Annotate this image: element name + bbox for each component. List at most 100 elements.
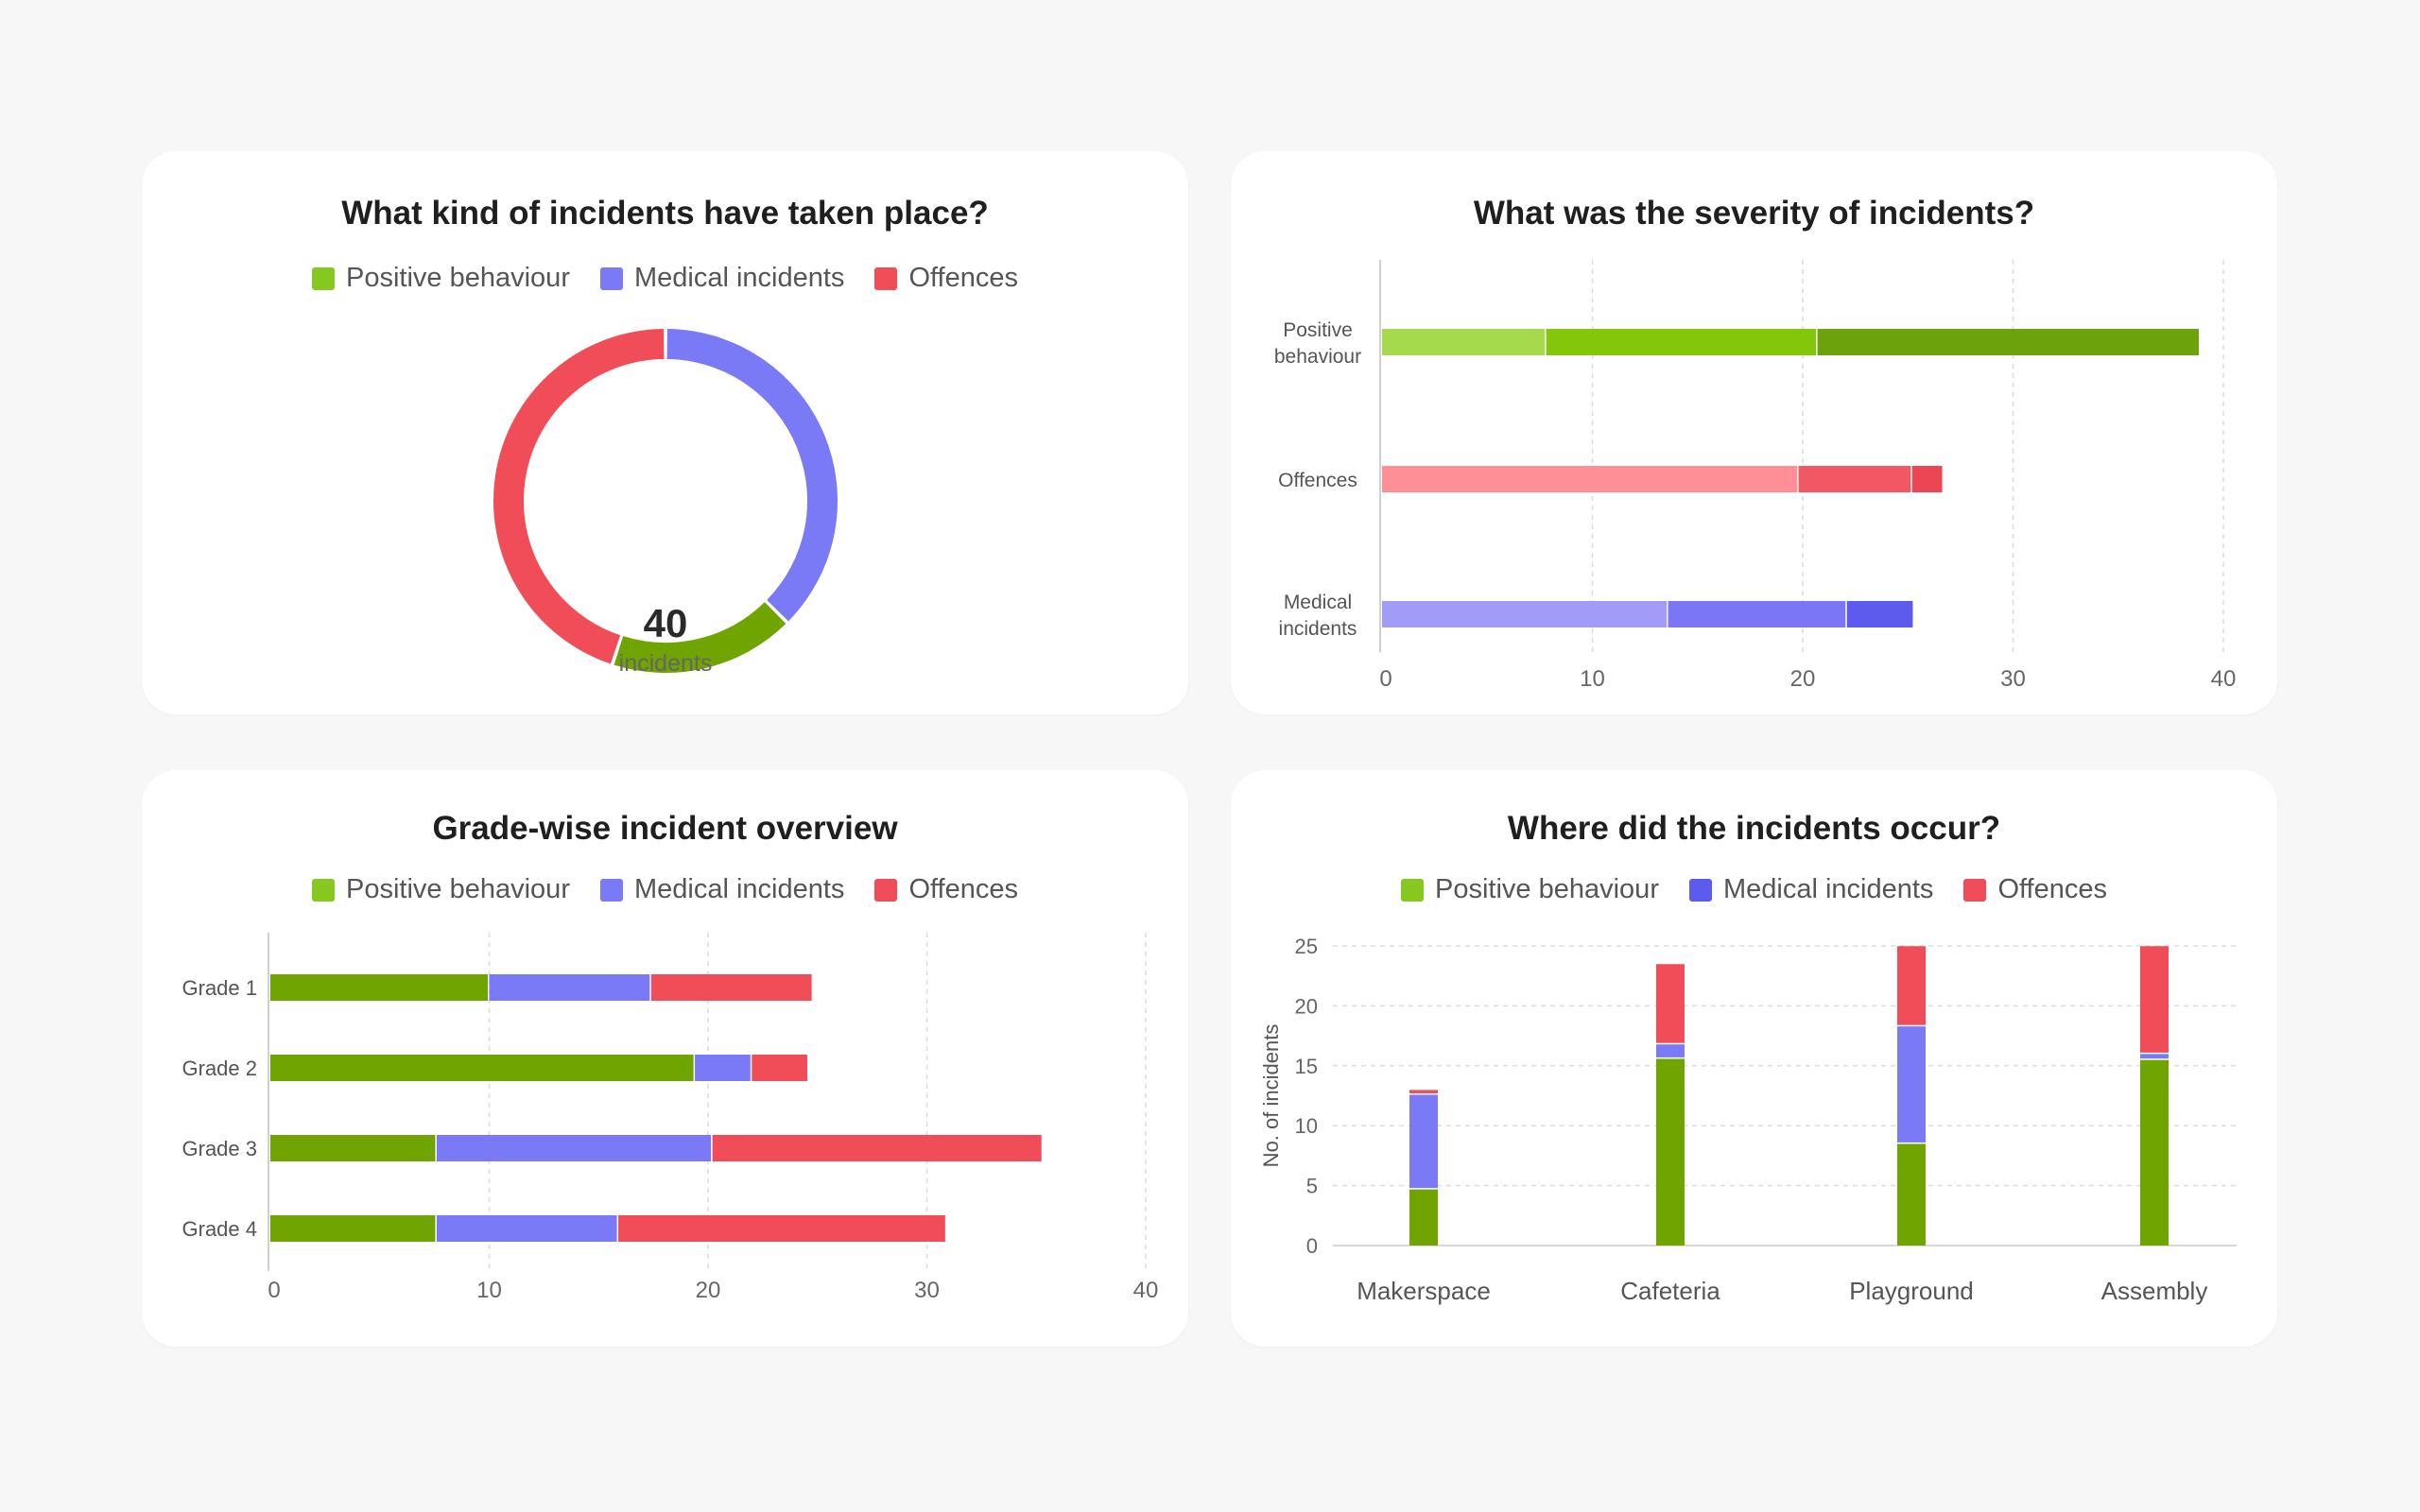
- x-tick-label: 20: [1790, 666, 1816, 692]
- legend-item-offences[interactable]: Offences: [874, 874, 1018, 905]
- legend-label-medical: Medical incidents: [633, 874, 845, 904]
- legend-item-positive[interactable]: Positive behaviour: [1401, 874, 1659, 905]
- legend: Positive behaviour Medical incidents Off…: [142, 263, 1188, 294]
- bar-segment[interactable]: [1382, 601, 1668, 627]
- y-tick-label: 25: [1295, 935, 1318, 958]
- bar-segment[interactable]: [270, 1055, 694, 1081]
- card-location: Where did the incidents occur? Positive …: [1231, 770, 2277, 1347]
- bar-segment[interactable]: [1382, 329, 1546, 355]
- bar-segment[interactable]: [1897, 1143, 1926, 1246]
- bar-segment[interactable]: [1897, 1026, 1926, 1143]
- donut-center-value: 40: [644, 601, 688, 645]
- donut-slice-medical-incidents[interactable]: [666, 329, 838, 622]
- bar-segment[interactable]: [1668, 601, 1846, 627]
- legend-item-positive[interactable]: Positive behaviour: [312, 263, 570, 294]
- x-tick-label: 40: [2211, 666, 2237, 692]
- donut-center-label: incidents: [619, 650, 713, 677]
- legend-swatch-medical: [599, 878, 623, 902]
- category-label: Positive: [1283, 319, 1353, 341]
- legend: Positive behaviour Medical incidents Off…: [142, 874, 1188, 905]
- category-label: behaviour: [1274, 346, 1361, 368]
- card-grade-overview: Grade-wise incident overview Positive be…: [142, 770, 1188, 1347]
- legend-item-medical[interactable]: Medical incidents: [599, 874, 845, 905]
- bar-segment[interactable]: [2140, 1054, 2169, 1059]
- bar-segment[interactable]: [489, 974, 650, 1001]
- legend-item-offences[interactable]: Offences: [874, 263, 1018, 294]
- category-label: Grade 4: [182, 1217, 258, 1241]
- category-label: incidents: [1279, 618, 1357, 640]
- legend-item-offences[interactable]: Offences: [1963, 874, 2107, 905]
- donut-slice-positive-behaviour[interactable]: [614, 601, 786, 673]
- x-tick-label: 0: [1379, 666, 1392, 692]
- legend-swatch-offences: [1963, 878, 1987, 902]
- x-tick-label: 30: [2000, 666, 2026, 692]
- x-category-label: Assembly: [2101, 1277, 2208, 1305]
- bar-segment[interactable]: [270, 974, 488, 1001]
- bar-segment[interactable]: [1656, 1058, 1685, 1246]
- bar-segment[interactable]: [1409, 1189, 1438, 1246]
- card-title: Grade-wise incident overview: [432, 810, 898, 847]
- bar-segment[interactable]: [752, 1055, 807, 1081]
- bar-segment[interactable]: [1382, 466, 1798, 492]
- y-axis-label: No. of incidents: [1259, 1024, 1283, 1168]
- bar-segment[interactable]: [650, 974, 812, 1001]
- donut-chart: 40 incidents: [493, 329, 838, 677]
- bar-segment[interactable]: [1546, 329, 1817, 355]
- bar-segment[interactable]: [270, 1135, 436, 1161]
- x-category-label: Playground: [1849, 1277, 1974, 1305]
- x-tick-label: 30: [914, 1278, 940, 1303]
- bar-segment[interactable]: [1846, 601, 1913, 627]
- legend-swatch-offences: [874, 266, 898, 290]
- bar-segment[interactable]: [1656, 1044, 1685, 1057]
- legend-label-positive: Positive behaviour: [346, 874, 570, 904]
- card-severity: What was the severity of incidents? 0 10 2…: [1231, 151, 2277, 714]
- bar-segment[interactable]: [2140, 946, 2169, 1053]
- y-tick-label: 0: [1306, 1234, 1318, 1258]
- grade-chart: 0 10 20 30 40 Grade 1 Grade 2 Grade 3 Grade 4: [182, 933, 1159, 1303]
- legend-label-offences: Offences: [1997, 874, 2107, 904]
- x-tick-label: 20: [696, 1278, 721, 1303]
- bar-segment[interactable]: [270, 1215, 436, 1242]
- category-label: Grade 3: [182, 1137, 258, 1160]
- y-tick-label: 5: [1306, 1175, 1318, 1198]
- donut-slice-offences[interactable]: [493, 329, 665, 664]
- y-tick-label: 15: [1295, 1055, 1318, 1078]
- legend-swatch-medical: [599, 266, 623, 290]
- location-chart: 0 5 10 15 20 25 No. of incidents Makerspace Cafe…: [1259, 935, 2237, 1305]
- bar-segment[interactable]: [618, 1215, 945, 1242]
- legend-label-medical: Medical incidents: [633, 263, 845, 293]
- category-label: Medical: [1284, 592, 1352, 613]
- x-tick-label: 10: [1580, 666, 1605, 692]
- legend-label-medical: Medical incidents: [1722, 874, 1934, 904]
- bar-segment[interactable]: [1817, 329, 2200, 355]
- card-title: What was the severity of incidents?: [1473, 195, 2035, 232]
- legend-item-medical[interactable]: Medical incidents: [1688, 874, 1934, 905]
- legend-label-offences: Offences: [908, 263, 1018, 293]
- category-label: Grade 2: [182, 1057, 258, 1080]
- legend-item-medical[interactable]: Medical incidents: [599, 263, 845, 294]
- bar-segment[interactable]: [712, 1135, 1042, 1161]
- bar-segment[interactable]: [1656, 964, 1685, 1043]
- legend-swatch-positive: [1401, 878, 1424, 902]
- legend-item-positive[interactable]: Positive behaviour: [312, 874, 570, 905]
- bar-segment[interactable]: [695, 1055, 751, 1081]
- severity-chart: 0 10 20 30 40 Positive behaviour Offences Medica…: [1274, 260, 2237, 692]
- bar-segment[interactable]: [1409, 1094, 1438, 1189]
- legend: Positive behaviour Medical incidents Off…: [1231, 874, 2277, 905]
- legend-swatch-positive: [312, 266, 335, 290]
- category-label: Offences: [1278, 470, 1357, 491]
- bar-segment[interactable]: [1798, 466, 1911, 492]
- bar-segment[interactable]: [1911, 466, 1943, 492]
- category-label: Grade 1: [182, 976, 258, 1000]
- bar-segment[interactable]: [1409, 1090, 1438, 1093]
- bar-segment[interactable]: [436, 1135, 712, 1161]
- x-tick-label: 10: [476, 1278, 502, 1303]
- y-tick-label: 10: [1295, 1114, 1318, 1138]
- x-tick-label: 40: [1133, 1278, 1159, 1303]
- legend-swatch-positive: [312, 878, 335, 902]
- bar-segment[interactable]: [2140, 1059, 2169, 1246]
- bar-segment[interactable]: [436, 1215, 617, 1242]
- legend-label-positive: Positive behaviour: [1435, 874, 1659, 904]
- bar-segment[interactable]: [1897, 946, 1926, 1025]
- card-title: What kind of incidents have taken place?: [341, 195, 989, 232]
